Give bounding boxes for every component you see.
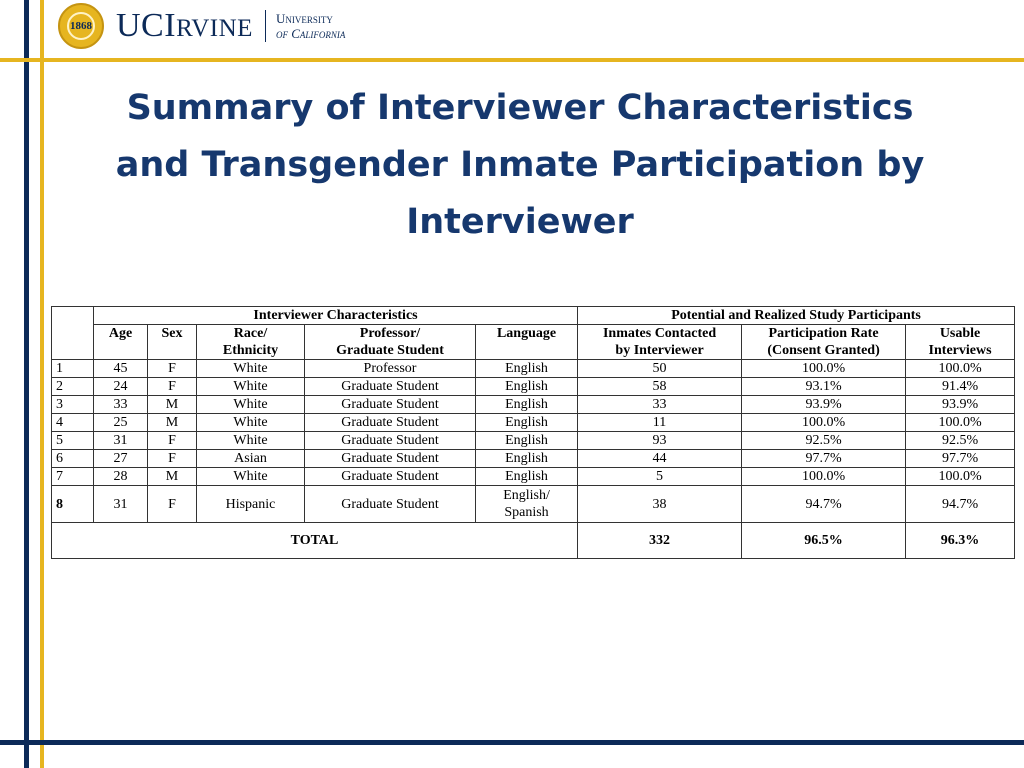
col-role: Professor/Graduate Student	[304, 324, 476, 360]
slide-title: Summary of Interviewer Characteristics a…	[115, 88, 925, 242]
col-contacted: Inmates Contacted by Interviewer	[577, 324, 743, 360]
table-row: 1 45 F White Professor English 50 100.0% 100.0%	[51, 359, 1016, 378]
total-row: TOTAL 332 96.5% 96.3%	[50, 522, 1016, 559]
table-row: 5 31 F White Graduate Student English 93 92.5% 9…	[51, 431, 1016, 450]
col-usable: Usable Interviews	[905, 324, 1016, 360]
university-of-california-wordmark: University of California	[275, 11, 346, 41]
total-rate: 96.5%	[741, 522, 907, 559]
interviewer-summary-table: Interviewer Characteristics Potential an…	[50, 306, 1016, 559]
group-header-participants: Potential and Realized Study Participant…	[577, 306, 1016, 325]
group-header-interviewer: Interviewer Characteristics	[92, 306, 579, 325]
column-header-row: Age Sex Race/Ethnicity Professor/Graduat…	[52, 324, 1016, 360]
university-seal-icon: 1868	[58, 3, 104, 49]
table-row: 8 31 F Hispanic Graduate Student English/Span…	[51, 485, 1016, 523]
col-sex: Sex	[147, 324, 197, 360]
logo-divider	[264, 10, 266, 42]
col-language: Language	[474, 324, 579, 360]
table-row: 4 25 M White Graduate Student English 11 100.0%…	[51, 413, 1016, 432]
col-race: Race/Ethnicity	[196, 324, 305, 360]
col-rate: Participation Rate (Consent Granted)	[741, 324, 907, 360]
table-row: 2 24 F White Graduate Student English 58 93.1% 9…	[51, 377, 1016, 396]
col-age: Age	[93, 324, 148, 360]
table-row: 3 33 M White Graduate Student English 33 93.9% 9…	[51, 395, 1016, 414]
frame-line-gold-top	[0, 58, 1024, 62]
table-row: 6 27 F Asian Graduate Student English 44 97.7% 9…	[51, 449, 1016, 468]
total-label: TOTAL	[50, 522, 579, 559]
frame-line-navy-left	[24, 0, 29, 768]
frame-line-gold-left	[40, 0, 44, 768]
total-usable: 96.3%	[905, 522, 1016, 559]
total-contacted: 332	[577, 522, 743, 559]
uc-irvine-wordmark: UC I RVINE	[116, 7, 253, 44]
frame-line-navy-bottom	[0, 740, 1024, 745]
group-header-row: Interviewer Characteristics Potential an…	[51, 306, 1016, 360]
uc-irvine-logo: 1868 UC I RVINE University of California	[58, 2, 345, 50]
table-row: 7 28 M White Graduate Student English 5 100.0% 1…	[51, 467, 1016, 486]
